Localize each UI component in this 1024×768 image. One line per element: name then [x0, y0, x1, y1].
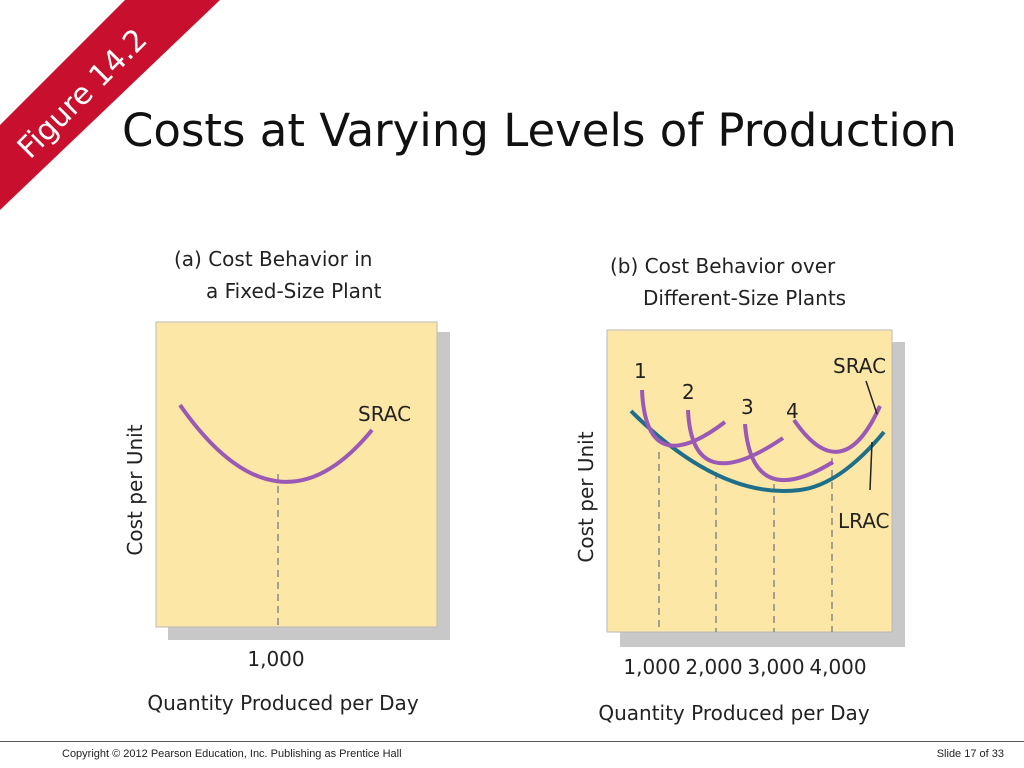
panel-b-title-line1: (b) Cost Behavior over — [610, 254, 836, 278]
panel-b-curve-number-1: 1 — [634, 359, 647, 383]
panel-b-srac-curve-1 — [640, 389, 727, 448]
slide-title: Costs at Varying Levels of Production — [122, 104, 957, 157]
copyright-text: Copyright © 2012 Pearson Education, Inc.… — [62, 748, 402, 760]
panel-a-srac-curve — [178, 403, 374, 484]
panel-b-srac-curve-3 — [743, 423, 835, 483]
panel-b-lrac-pointer — [869, 441, 873, 491]
panel-b-srac-label: SRAC — [833, 354, 886, 378]
footer-divider — [0, 741, 1024, 742]
panel-a-srac-label: SRAC — [358, 402, 411, 426]
panel-b-x-tick-3: 3,000 — [747, 655, 804, 679]
panel-a-title: (a) Cost Behavior in a Fixed-Size Plant — [174, 243, 381, 307]
panel-b-y-axis-label: Cost per Unit — [574, 431, 598, 562]
panel-b-title-line2: Different-Size Plants — [643, 286, 847, 310]
panel-a-y-axis-label: Cost per Unit — [123, 424, 147, 555]
figure-canvas: SRAC Cost per Unit 1,000 Quantity Produc… — [123, 321, 905, 725]
panel-b-srac-curve-2 — [686, 409, 785, 466]
panel-b-plot — [606, 329, 893, 633]
panel-a-x-tick: 1,000 — [247, 647, 304, 671]
figure-ribbon: Figure 14.2 — [0, 0, 220, 210]
panel-b-x-tick-4: 4,000 — [809, 655, 866, 679]
panel-b-srac-pointer — [865, 380, 878, 415]
panel-b-curve-number-4: 4 — [786, 399, 799, 423]
panel-b-srac-curve-4 — [792, 405, 882, 454]
panel-b-x-axis-label: Quantity Produced per Day — [598, 701, 869, 725]
panel-b-x-tick-2: 2,000 — [685, 655, 742, 679]
panel-b-curve-number-3: 3 — [741, 395, 754, 419]
panel-a-title-line2: a Fixed-Size Plant — [206, 279, 382, 303]
panel-b-lrac-label: LRAC — [838, 509, 890, 533]
panel-b-title: (b) Cost Behavior over Different-Size Pl… — [610, 250, 846, 314]
panel-b-x-tick-1: 1,000 — [623, 655, 680, 679]
panel-a-x-axis-label: Quantity Produced per Day — [147, 691, 418, 715]
panel-a-title-line1: (a) Cost Behavior in — [174, 247, 373, 271]
panel-b-lrac-curve — [629, 409, 886, 493]
panel-a-plot — [155, 321, 438, 628]
slide-number: Slide 17 of 33 — [936, 748, 1004, 760]
panel-b-curve-number-2: 2 — [682, 380, 695, 404]
